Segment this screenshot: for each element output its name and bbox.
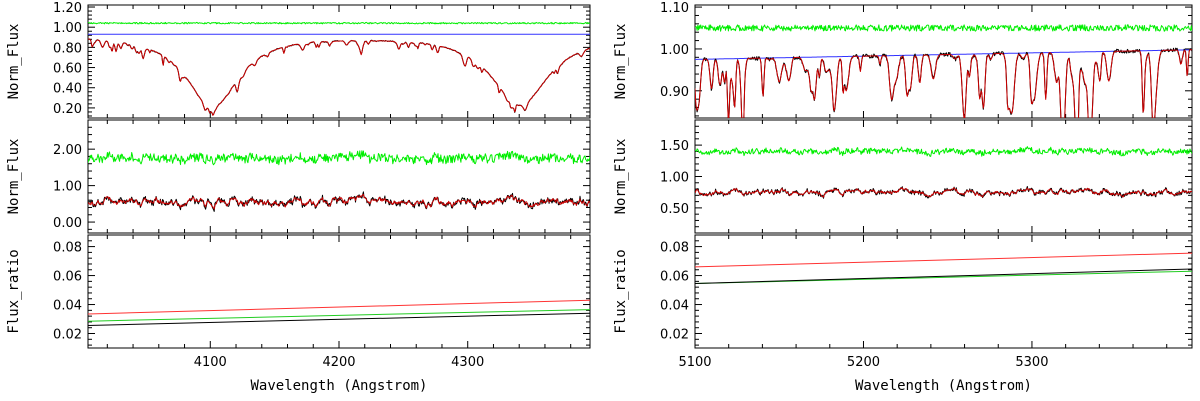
panel-left-mid: 0.00 1.00 2.00 Norm_Flux <box>6 119 591 234</box>
y-tick-label: 2.00 <box>53 143 82 158</box>
y-axis-title: Norm_Flux <box>613 139 629 215</box>
y-tick-label: 1.00 <box>53 180 82 195</box>
observed-line <box>88 191 590 212</box>
y-tick-label: 0.20 <box>53 102 82 117</box>
y-tick-label: 1.00 <box>660 171 689 186</box>
model-line <box>88 193 590 210</box>
y-tick-label: 0.06 <box>660 270 689 285</box>
residual-line <box>88 21 590 25</box>
residual-line <box>88 150 590 166</box>
flux-ratio-line <box>88 299 590 315</box>
x-tick-label: 4200 <box>322 355 355 370</box>
panel-frame <box>87 234 591 349</box>
y-axis-title: Flux_ratio <box>6 249 22 333</box>
x-axis-title: Wavelength (Angstrom) <box>250 378 427 394</box>
x-tick-label: 4100 <box>194 355 227 370</box>
y-tick-label: 0.40 <box>53 82 82 97</box>
y-tick-label: 0.04 <box>660 299 689 314</box>
model-line <box>88 38 590 116</box>
panel-right-mid: 0.50 1.00 1.50 Norm_Flux <box>613 119 1193 234</box>
residual-line <box>695 146 1192 157</box>
y-tick-label: 1.00 <box>53 21 82 36</box>
x-tick-label: 5300 <box>1015 355 1048 370</box>
y-tick-label: 0.90 <box>660 85 689 100</box>
panel-frame <box>694 234 1193 349</box>
y-tick-label: 1.10 <box>660 1 689 16</box>
model-line <box>695 49 1192 118</box>
observed-line <box>88 38 590 116</box>
y-axis-title: Norm_Flux <box>6 139 22 215</box>
panel-left-bot: 0.02 0.04 0.06 0.08 4100 4200 4300 Flux_ratio Wa… <box>6 234 591 394</box>
y-tick-label: 1.50 <box>660 139 689 154</box>
y-tick-label: 0.02 <box>53 328 82 343</box>
y-tick-label: 0.06 <box>53 270 82 285</box>
x-tick-label: 5100 <box>678 355 711 370</box>
observed-line <box>695 47 1192 118</box>
y-tick-label: 0.60 <box>53 62 82 77</box>
x-tick-label: 4300 <box>451 355 484 370</box>
panel-right-bot: 0.02 0.04 0.06 0.08 5100 5200 5300 Flux_ratio Wa… <box>613 234 1193 394</box>
y-axis-title: Norm_Flux <box>613 24 629 100</box>
flux-ratio-line <box>88 312 590 326</box>
y-tick-label: 0.08 <box>53 241 82 256</box>
model-line <box>695 187 1192 198</box>
flux-ratio-line <box>695 252 1192 268</box>
panel-frame <box>694 4 1193 119</box>
panel-left-top: 0.20 0.40 0.60 0.80 1.00 1.20 Norm_Flux <box>6 1 591 119</box>
panel-frame <box>87 119 591 234</box>
y-tick-label: 0.04 <box>53 299 82 314</box>
y-tick-label: 1.20 <box>53 1 82 16</box>
y-tick-label: 0.80 <box>53 41 82 56</box>
panel-right-top: 0.90 1.00 1.10 Norm_Flux <box>613 1 1193 119</box>
y-tick-label: 0.00 <box>53 216 82 231</box>
flux-ratio-line <box>88 309 590 322</box>
x-axis-title: Wavelength (Angstrom) <box>855 378 1032 394</box>
flux-ratio-line <box>695 268 1192 284</box>
x-tick-label: 5200 <box>847 355 880 370</box>
y-tick-label: 1.00 <box>660 43 689 58</box>
y-tick-label: 0.08 <box>660 241 689 256</box>
y-axis-title: Flux_ratio <box>613 249 629 333</box>
y-axis-title: Norm_Flux <box>6 24 22 100</box>
y-tick-label: 0.50 <box>660 202 689 217</box>
residual-line <box>695 24 1192 32</box>
y-tick-label: 0.02 <box>660 328 689 343</box>
panel-frame <box>694 119 1193 234</box>
